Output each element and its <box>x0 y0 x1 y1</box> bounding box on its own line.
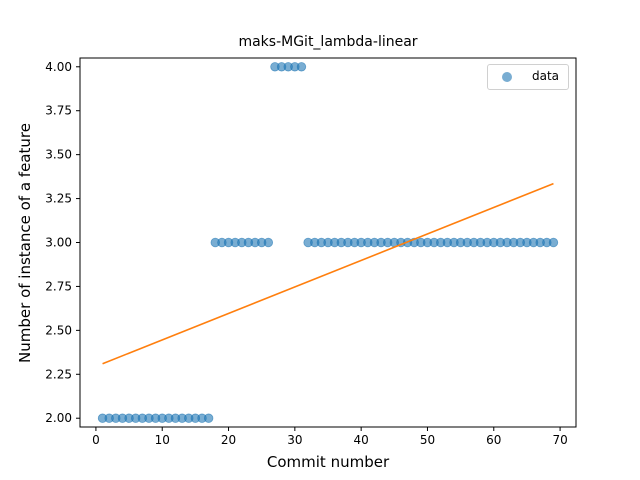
x-tick-label: 20 <box>221 433 236 447</box>
y-tick-label: 2.25 <box>45 367 72 381</box>
x-tick-label: 70 <box>552 433 567 447</box>
y-tick-label: 2.00 <box>45 411 72 425</box>
legend-label-data: data <box>532 69 560 83</box>
plot-area: 0 10 20 30 40 50 60 70 2.00 2.25 2.50 2.75 3.00 3.25 3… <box>45 57 577 447</box>
data-point <box>296 62 307 72</box>
data-point <box>548 237 559 248</box>
y-tick-label: 2.75 <box>45 279 72 293</box>
x-tick-label: 50 <box>420 433 435 447</box>
legend-marker-data <box>502 72 512 82</box>
data-point <box>263 237 274 248</box>
x-tick-label: 10 <box>155 433 170 447</box>
y-tick-label: 3.75 <box>45 104 72 118</box>
x-axis-label: Commit number <box>266 453 390 471</box>
x-tick-label: 30 <box>287 433 302 447</box>
y-tick-label: 4.00 <box>45 60 72 74</box>
y-tick-label: 3.00 <box>45 236 72 250</box>
y-tick-label: 3.25 <box>45 192 72 206</box>
y-tick-label: 3.50 <box>45 148 72 162</box>
data-point <box>203 413 214 423</box>
y-tick-label: 2.50 <box>45 323 72 337</box>
x-tick-label: 60 <box>486 433 501 447</box>
x-tick-label: 40 <box>354 433 369 447</box>
fit-line <box>102 182 554 365</box>
legend: data <box>487 64 569 90</box>
chart-title: maks-MGit_lambda-linear <box>238 34 418 50</box>
x-tick-label: 0 <box>92 433 100 447</box>
y-axis-label: Number of instance of a feature <box>16 123 34 363</box>
